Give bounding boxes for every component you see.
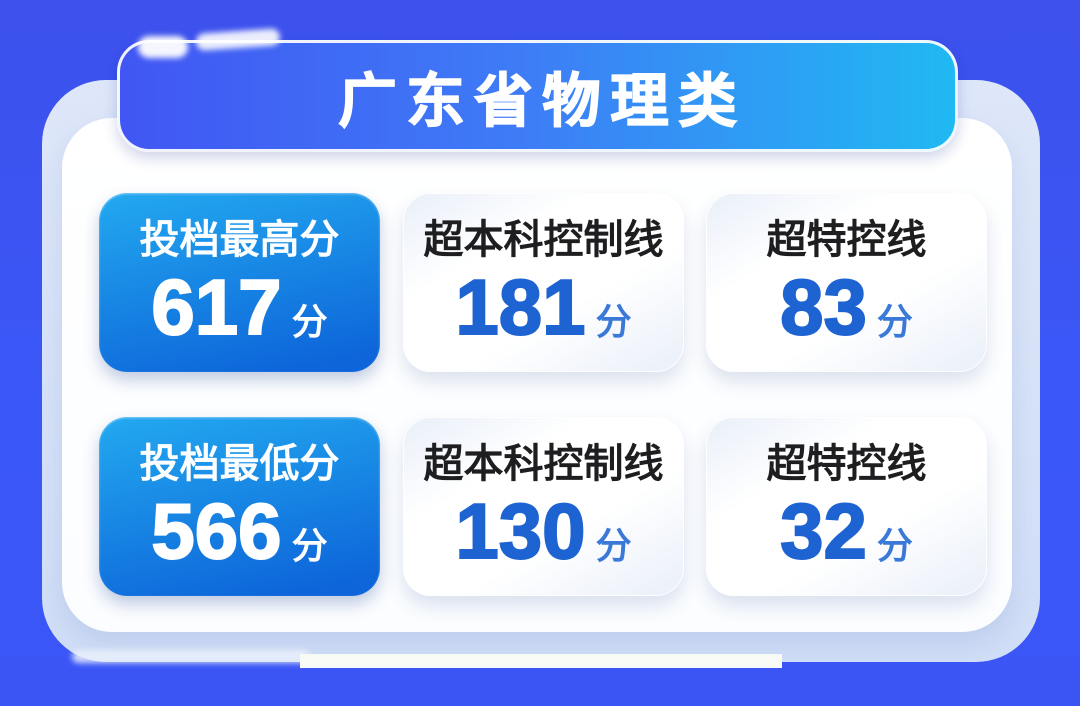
card-over-special-line-max: 超特控线 83 分 xyxy=(706,193,987,372)
card-value-row: 130 分 xyxy=(454,486,632,575)
score-unit: 分 xyxy=(291,524,328,566)
score-value: 83 xyxy=(779,262,868,351)
card-over-undergraduate-line-max: 超本科控制线 181 分 xyxy=(403,193,684,372)
score-value: 32 xyxy=(779,486,868,575)
card-value-row: 566 分 xyxy=(150,486,328,575)
card-label: 超特控线 xyxy=(766,217,927,262)
score-unit: 分 xyxy=(876,300,913,342)
score-unit: 分 xyxy=(595,524,632,566)
bottom-white-strip xyxy=(300,654,782,668)
score-unit: 分 xyxy=(595,300,632,342)
card-min-admission-score: 投档最低分 566 分 xyxy=(99,417,380,596)
card-label: 超本科控制线 xyxy=(423,217,664,262)
card-label: 投档最低分 xyxy=(139,441,340,486)
score-value: 181 xyxy=(454,262,586,351)
score-value: 566 xyxy=(150,486,282,575)
card-over-undergraduate-line-min: 超本科控制线 130 分 xyxy=(403,417,684,596)
highlight-smudge-icon xyxy=(138,36,188,58)
card-label: 投档最高分 xyxy=(139,217,340,262)
card-value-row: 32 分 xyxy=(779,486,913,575)
bottom-edge-fuzz xyxy=(72,650,310,663)
score-value: 130 xyxy=(454,486,586,575)
score-value: 617 xyxy=(150,262,282,351)
header-banner: 广东省物理类 xyxy=(117,40,958,152)
score-unit: 分 xyxy=(876,524,913,566)
card-value-row: 83 分 xyxy=(779,262,913,351)
card-value-row: 617 分 xyxy=(150,262,328,351)
page-title: 广东省物理类 xyxy=(338,68,747,135)
card-label: 超特控线 xyxy=(766,441,927,486)
card-max-admission-score: 投档最高分 617 分 xyxy=(99,193,380,372)
card-value-row: 181 分 xyxy=(454,262,632,351)
score-unit: 分 xyxy=(291,300,328,342)
card-label: 超本科控制线 xyxy=(423,441,664,486)
card-over-special-line-min: 超特控线 32 分 xyxy=(706,417,987,596)
